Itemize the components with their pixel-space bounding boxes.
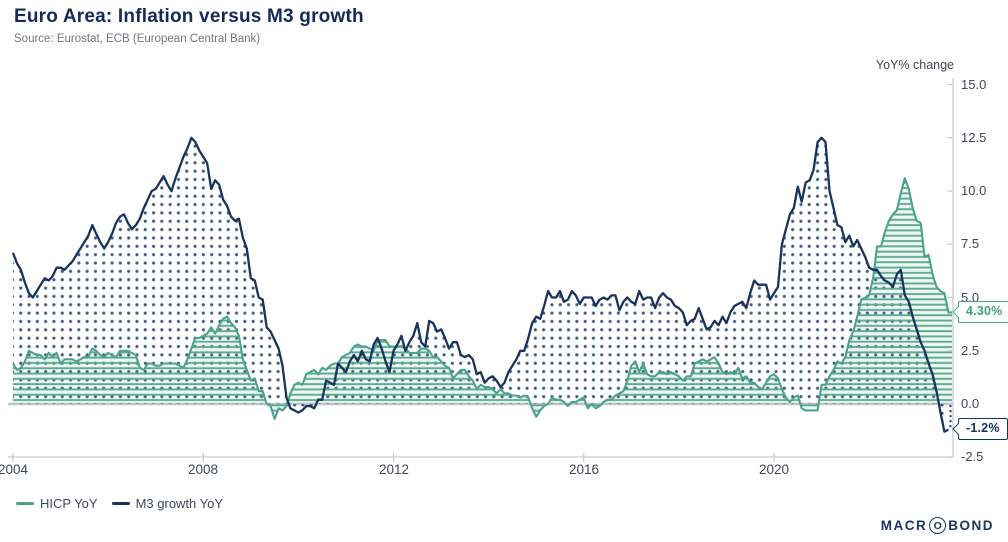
hicp-latest-value: 4.30% <box>966 304 1003 318</box>
y-tick-label: 15.0 <box>961 77 987 92</box>
x-tick-label: 2008 <box>187 462 219 477</box>
hicp-line-swatch-icon <box>16 502 34 505</box>
logo-text-pre: MACR <box>880 518 928 533</box>
macrobond-logo: MACR O BOND <box>881 517 994 534</box>
x-tick-label: 2004 <box>0 462 29 477</box>
hicp-area-fill <box>13 178 952 419</box>
legend-label-m3: M3 growth YoY <box>135 496 224 511</box>
y-tick-label: 7.5 <box>961 236 980 251</box>
y-axis-title: YoY% change <box>875 58 954 72</box>
y-tick-label: 12.5 <box>961 130 987 145</box>
y-tick-label: 0.0 <box>961 396 980 411</box>
x-tick-label: 2016 <box>568 462 600 477</box>
hicp-series-line <box>12 177 952 420</box>
legend-item-hicp: HICP YoY <box>16 496 98 511</box>
m3-series-line <box>11 136 949 433</box>
x-tick-label: 2012 <box>378 462 410 477</box>
legend: HICP YoY M3 growth YoY <box>16 496 223 511</box>
y-tick-label: 10.0 <box>961 183 987 198</box>
m3-line-swatch-icon <box>111 502 130 505</box>
logo-text-post: BOND <box>948 518 994 533</box>
m3-latest-value: -1.2% <box>966 421 1000 435</box>
m3-latest-callout: -1.2% <box>958 418 1008 440</box>
x-tick-label: 2020 <box>758 462 790 477</box>
logo-orbit-o-icon: O <box>929 517 947 534</box>
y-tick-label: 2.5 <box>961 343 980 358</box>
axis-ticks <box>12 83 953 462</box>
page-title: Euro Area: Inflation versus M3 growth <box>14 6 364 27</box>
source-note: Source: Eurostat, ECB (European Central … <box>14 33 261 45</box>
hicp-latest-callout: 4.30% <box>958 301 1008 323</box>
y-tick-label: -2.5 <box>961 449 984 464</box>
legend-label-hicp: HICP YoY <box>40 496 98 511</box>
legend-item-m3: M3 growth YoY <box>111 496 224 511</box>
